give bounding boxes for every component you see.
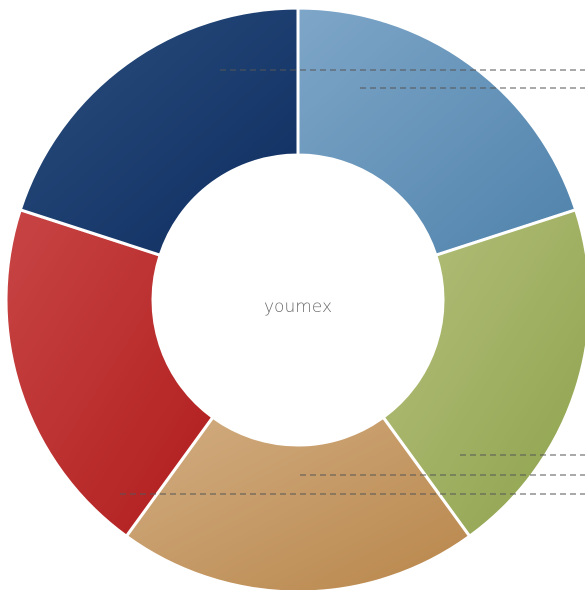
donut-segment-navy xyxy=(18,6,300,258)
leader-lines xyxy=(120,69,585,495)
donut-segment-tan xyxy=(124,415,472,590)
donut-segment-blue xyxy=(296,6,578,258)
center-label: youmex xyxy=(264,297,332,317)
donut-segment-red xyxy=(4,207,215,539)
